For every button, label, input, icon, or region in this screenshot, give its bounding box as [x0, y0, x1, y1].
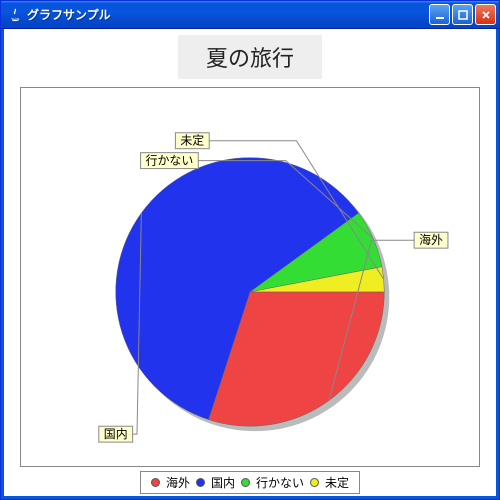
slice-label-text: 海外 — [419, 233, 443, 247]
legend-swatch — [310, 478, 319, 487]
legend-label: 国内 — [211, 474, 235, 491]
legend-label: 海外 — [166, 474, 190, 491]
legend-label: 未定 — [325, 474, 349, 491]
minimize-button[interactable] — [429, 4, 450, 25]
maximize-button[interactable] — [452, 4, 473, 25]
window-title: グラフサンプル — [27, 6, 429, 23]
legend-swatch — [241, 478, 250, 487]
window-content: 夏の旅行 海外国内行かない未定 海外国内行かない未定 — [1, 29, 499, 499]
slice-label-text: 未定 — [180, 134, 204, 148]
slice-label-text: 行かない — [146, 154, 194, 168]
java-app-icon — [7, 7, 23, 23]
pie-chart-plot: 海外国内 行かない 未定 — [20, 87, 480, 467]
app-window: グラフサンプル 夏の旅行 海外国内行かない未定 海外国内行かない未定 — [0, 0, 500, 500]
chart-title: 夏の旅行 — [178, 35, 322, 79]
legend-swatch — [151, 478, 160, 487]
titlebar[interactable]: グラフサンプル — [1, 1, 499, 29]
chart-legend: 海外 国内 行かない 未定 — [140, 471, 360, 494]
slice-label-text: 国内 — [104, 427, 128, 441]
close-button[interactable] — [475, 4, 496, 25]
legend-label: 行かない — [256, 474, 304, 491]
window-buttons — [429, 4, 496, 25]
legend-swatch — [196, 478, 205, 487]
